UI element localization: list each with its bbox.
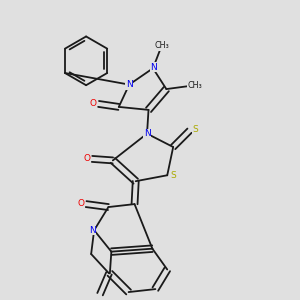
Text: O: O: [77, 199, 84, 208]
Text: O: O: [83, 154, 90, 163]
Text: S: S: [192, 125, 198, 134]
Text: N: N: [150, 63, 157, 72]
Text: S: S: [170, 171, 176, 180]
Text: O: O: [90, 99, 97, 108]
Text: CH₃: CH₃: [188, 81, 203, 90]
Text: N: N: [144, 129, 150, 138]
Text: CH₃: CH₃: [154, 41, 169, 50]
Text: N: N: [126, 80, 133, 89]
Text: N: N: [89, 226, 96, 235]
